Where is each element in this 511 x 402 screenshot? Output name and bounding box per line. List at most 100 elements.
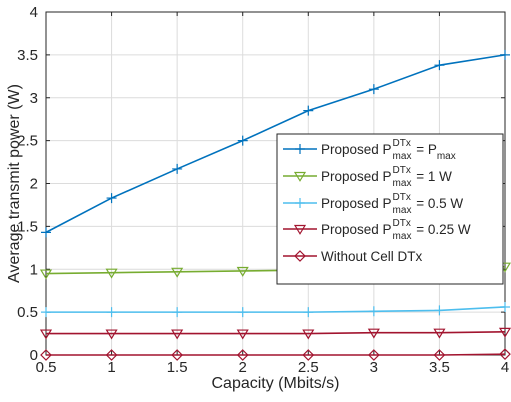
legend-label-text: Without Cell DTx (321, 249, 423, 264)
data-point-marker (433, 328, 446, 339)
legend-box (276, 133, 504, 285)
data-point-marker (106, 193, 117, 204)
y-tick-label: 0.5 (17, 304, 38, 321)
series-line (46, 306, 506, 313)
legend-label-sub: max (393, 151, 412, 162)
legend-label-suffix: = 0.25 W (412, 222, 470, 237)
legend-entry: Proposed PDTx max = 1 W (283, 165, 452, 189)
legend-label: Proposed PDTx max = 1 W (321, 165, 452, 189)
y-tick-label: 4 (30, 4, 38, 21)
legend-label-suffix-sub: max (437, 151, 456, 162)
legend-label-text: Proposed P (321, 196, 392, 211)
x-tick-label: 1 (107, 359, 115, 376)
data-point-marker (500, 49, 510, 60)
series-4 (39, 327, 511, 340)
data-point-marker (172, 163, 183, 174)
legend-label: Proposed PDTx max = 0.25 W (321, 218, 471, 242)
data-point-marker (236, 349, 249, 361)
legend-label-sub: max (393, 231, 412, 242)
legend-label-text: Proposed P (321, 169, 392, 184)
data-point-marker (302, 349, 315, 361)
legend-label: Proposed PDTx max = Pmax (321, 138, 456, 162)
data-point-marker (303, 307, 314, 318)
legend-entry: Proposed PDTx max = Pmax (283, 138, 456, 162)
data-point-marker (302, 329, 315, 340)
data-point-marker (237, 135, 248, 146)
x-axis-label: Capacity (Mbits/s) (211, 375, 339, 392)
legend-label-sup: DTx (393, 192, 411, 203)
data-point-marker (368, 306, 379, 317)
x-tick-label: 2 (239, 359, 247, 376)
legend-label-sup: DTx (393, 218, 411, 229)
x-tick-label: 0.5 (36, 359, 57, 376)
y-tick-label: 2 (30, 176, 38, 193)
legend-label: Without Cell DTx (321, 249, 423, 264)
data-point-marker (40, 349, 52, 361)
series-layer (39, 49, 511, 361)
legend-label-suffix: = P (412, 142, 436, 157)
x-tick-label: 2.5 (298, 359, 319, 376)
data-point-marker (303, 105, 314, 116)
data-point-marker (433, 349, 446, 361)
data-point-marker (237, 307, 248, 318)
data-point-marker (41, 307, 51, 318)
y-tick-label: 3.5 (17, 47, 38, 64)
data-point-marker (105, 329, 118, 340)
legend-label-suffix: = 1 W (412, 169, 452, 184)
data-point-marker (39, 269, 53, 280)
legend-marker-sample (293, 171, 307, 182)
data-point-marker (171, 329, 184, 340)
axis-ticks: 0.5 1 1.5 2 2.5 3 3.5 400.511.522.533.54 (17, 4, 509, 376)
data-point-marker (368, 349, 380, 361)
x-tick-label: 1.5 (167, 359, 188, 376)
series-line (46, 331, 506, 335)
y-tick-label: 1 (30, 261, 38, 278)
data-point-marker (236, 329, 249, 340)
data-point-marker (171, 267, 184, 278)
legend-marker-sample (295, 198, 305, 208)
legend-label-text: Proposed P (321, 142, 392, 157)
data-point-marker (500, 301, 510, 312)
data-point-marker (499, 348, 511, 360)
y-axis-label: Average transmit power (W) (6, 84, 23, 283)
data-point-marker (105, 349, 118, 361)
legend-label-sup: DTx (393, 165, 411, 176)
y-tick-label: 3 (30, 90, 38, 107)
data-point-marker (368, 84, 379, 95)
data-point-marker (498, 327, 511, 338)
legend-marker-sample (295, 144, 305, 154)
legend-entry: Proposed PDTx max = 0.25 W (283, 218, 471, 242)
legend-label-sub: max (393, 205, 412, 216)
legend-label-suffix: = 0.5 W (412, 196, 463, 211)
legend-label-sup: DTx (393, 138, 411, 149)
data-point-marker (367, 328, 380, 339)
legend-entry: Without Cell DTx (283, 249, 423, 264)
data-point-marker (41, 227, 51, 238)
data-point-marker (434, 60, 445, 71)
legend-marker-sample (294, 250, 306, 262)
data-point-marker (172, 307, 183, 318)
y-tick-label: 0 (30, 347, 38, 364)
legend-label: Proposed PDTx max = 0.5 W (321, 192, 463, 216)
x-tick-label: 3.5 (429, 359, 450, 376)
y-tick-label: 1.5 (17, 218, 38, 235)
data-point-marker (171, 349, 183, 361)
series-line (45, 54, 506, 234)
series-5 (40, 348, 511, 361)
series-1 (41, 49, 510, 238)
legend-label-sub: max (393, 178, 412, 189)
data-point-marker (236, 266, 249, 277)
data-point-marker (106, 307, 117, 318)
data-point-marker (434, 305, 445, 316)
x-tick-label: 4 (501, 359, 509, 376)
data-point-marker (105, 268, 118, 279)
legend-marker-sample (293, 224, 307, 235)
x-tick-label: 3 (370, 359, 378, 376)
y-tick-label: 2.5 (17, 133, 38, 150)
legend-label-text: Proposed P (321, 222, 392, 237)
series-3 (41, 301, 510, 318)
legend-entry: Proposed PDTx max = 0.5 W (283, 192, 463, 216)
series-line (46, 353, 506, 356)
